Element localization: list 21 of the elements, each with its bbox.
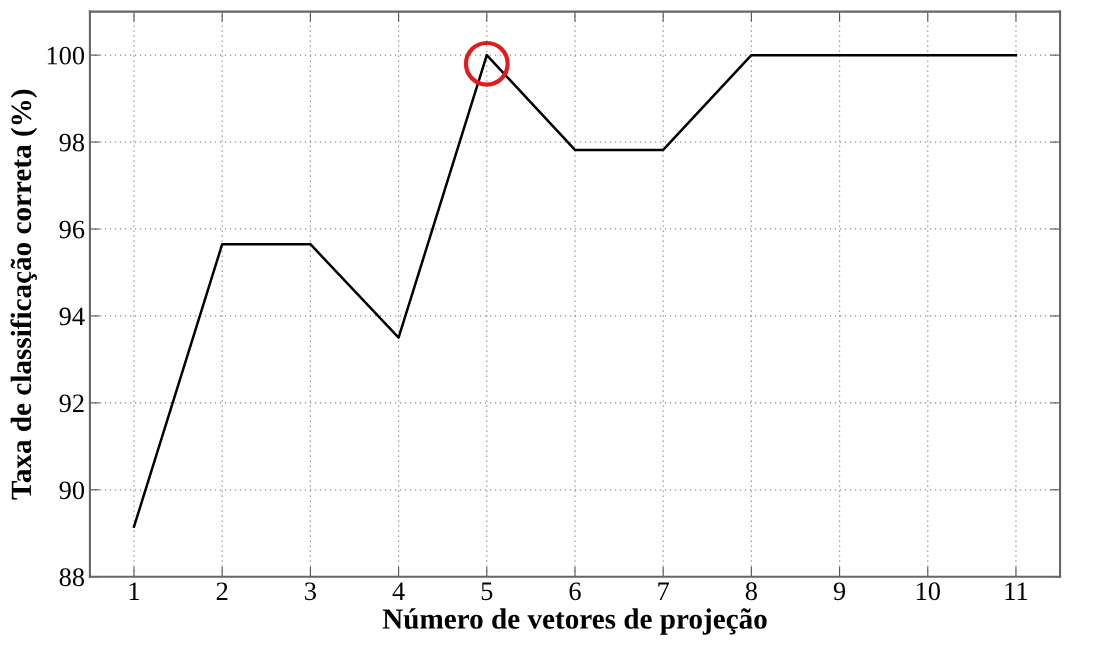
x-tick-label: 1 [129, 582, 140, 600]
x-tick-label: 4 [392, 582, 405, 600]
y-tick-label: 96 [59, 220, 85, 239]
y-tick-label: 94 [59, 307, 85, 326]
y-tick-label: 88 [59, 568, 85, 587]
x-tick-label: 10 [916, 582, 940, 601]
line-series [132, 53, 1018, 528]
x-tick-label: 6 [569, 582, 581, 601]
x-tick-label: 3 [305, 582, 316, 601]
x-tick-label: 7 [658, 582, 670, 600]
x-tick-label: 11 [1005, 582, 1028, 600]
y-tick-label: 90 [59, 481, 85, 500]
y-tick-label: 92 [59, 394, 84, 413]
x-tick-label: 2 [216, 582, 228, 600]
y-axis-title: Taxa de classificação correta (%) [10, 89, 38, 500]
x-tick-label: 5 [481, 582, 493, 601]
x-axis-title: Número de vetores de projeção [382, 608, 767, 635]
y-tick-label: 98 [59, 133, 85, 152]
x-tick-label: 8 [745, 582, 757, 601]
x-tick-label: 9 [833, 582, 846, 601]
y-tick-label: 100 [47, 46, 85, 65]
